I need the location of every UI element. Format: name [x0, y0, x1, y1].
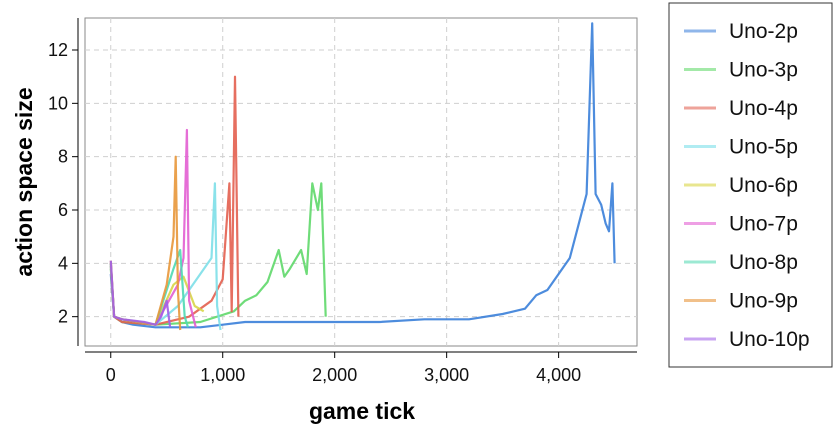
axes	[77, 18, 637, 353]
legend: Uno-2p Uno-3p Uno-4p Uno-5p Uno-6p Uno-7p Uno-…	[668, 2, 833, 368]
x-tick-label: 0	[106, 365, 116, 385]
y-tick-label: 10	[48, 93, 68, 113]
legend-items: Uno-2p Uno-3p Uno-4p Uno-5p Uno-6p Uno-7p Uno-…	[684, 20, 810, 351]
series-line-uno-2p	[109, 22, 616, 329]
y-tick-label: 8	[58, 147, 68, 167]
legend-label: Uno-5p	[729, 136, 798, 159]
y-tick-label: 4	[58, 253, 68, 273]
legend-label: Uno-8p	[729, 251, 798, 274]
y-axis-ticks: 2 4 6 8 10 12	[48, 40, 78, 327]
legend-label: Uno-6p	[729, 174, 798, 197]
y-tick-label: 2	[58, 307, 68, 327]
series-line-uno-10p	[109, 260, 172, 328]
y-axis-title: action space size	[11, 87, 37, 276]
legend-label: Uno-2p	[729, 20, 798, 43]
legend-label: Uno-7p	[729, 213, 798, 236]
legend-label: Uno-10p	[729, 328, 810, 351]
y-tick-label: 12	[48, 40, 68, 60]
legend-label: Uno-3p	[729, 59, 798, 82]
legend-label: Uno-4p	[729, 97, 798, 120]
x-axis-title: game tick	[309, 398, 415, 424]
legend-label: Uno-9p	[729, 290, 798, 313]
y-tick-label: 6	[58, 200, 68, 220]
x-axis-ticks: 0 1,000 2,000 3,000 4,000	[106, 352, 581, 385]
x-tick-label: 3,000	[424, 365, 469, 385]
x-tick-label: 2,000	[312, 365, 357, 385]
x-tick-label: 4,000	[536, 365, 581, 385]
series-line-uno-4p	[109, 75, 240, 326]
x-tick-label: 1,000	[200, 365, 245, 385]
series-lines	[109, 22, 616, 331]
